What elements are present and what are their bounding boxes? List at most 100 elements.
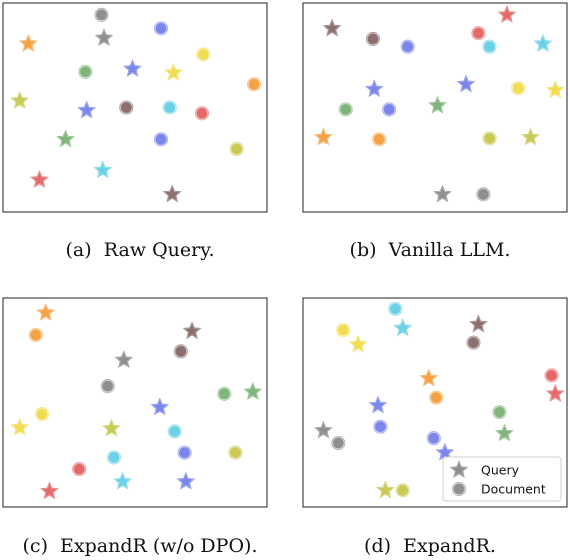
document-dot-20: [477, 188, 490, 201]
document-dot-7: [218, 387, 231, 400]
query-star-15-outline: [313, 127, 333, 146]
document-dot-6: [467, 336, 480, 349]
query-star-5-outline: [468, 314, 488, 333]
legend-document-icon: [453, 483, 465, 495]
query-star-15-outline: [313, 420, 333, 439]
query-star-9-outline: [364, 79, 384, 98]
query-star-1: [38, 305, 53, 319]
query-star-19: [435, 187, 450, 201]
document-dot-16-ring: [331, 435, 346, 451]
document-dot-14-ring: [194, 106, 210, 121]
query-star-19: [378, 483, 393, 497]
query-star-12-outline: [102, 418, 121, 437]
document-dot-9-ring: [246, 77, 262, 92]
query-star-1-outline: [36, 302, 56, 321]
document-dot-13-ring: [338, 102, 353, 117]
document-dot-17-ring: [426, 431, 441, 446]
document-dot-5: [197, 48, 210, 61]
query-star-14-outline: [495, 423, 514, 442]
document-dot-13-ring: [167, 424, 182, 439]
document-dot-16: [108, 451, 120, 464]
document-dot-13: [168, 425, 181, 438]
document-dot-7-ring: [217, 386, 232, 401]
query-star-4-outline: [18, 33, 38, 52]
document-dot-1: [95, 8, 108, 21]
document-dot-15-ring: [228, 445, 243, 460]
query-star-8: [245, 384, 260, 398]
document-dot-10-ring: [34, 407, 50, 422]
document-dot-1: [389, 302, 402, 315]
query-star-18-outline: [93, 160, 113, 179]
document-dot-4-ring: [173, 344, 188, 359]
document-dot-9-ring: [544, 368, 559, 383]
query-star-4-outline: [348, 334, 368, 353]
query-star-2-outline: [94, 28, 114, 47]
document-dot-9: [248, 78, 260, 91]
query-star-12-outline: [428, 95, 447, 114]
document-dot-3-ring: [336, 323, 351, 338]
document-dot-16: [332, 437, 345, 449]
query-star-2: [97, 30, 111, 44]
document-dot-20-ring: [395, 483, 410, 498]
document-dot-1-ring: [94, 7, 109, 22]
document-dot-4: [401, 40, 414, 53]
document-dot-12-ring: [119, 100, 134, 115]
document-dot-12-ring: [492, 405, 507, 420]
document-dot-13: [374, 420, 387, 433]
scatter-panel-1: (a) Raw Query.: [2, 2, 268, 261]
query-star-4: [351, 337, 365, 351]
query-star-20-outline: [162, 184, 182, 203]
query-star-3-outline: [182, 321, 202, 340]
scatter-panel-2: (b) Vanilla LLM.: [302, 2, 568, 261]
query-star-12: [430, 98, 445, 112]
query-star-19: [32, 172, 47, 186]
document-dot-15: [229, 446, 242, 459]
query-star-20-outline: [40, 481, 59, 500]
query-star-11: [12, 420, 27, 434]
document-dot-3-ring: [365, 31, 381, 47]
document-dot-10: [36, 408, 48, 420]
document-dot-3: [155, 22, 167, 35]
document-dot-16-ring: [153, 132, 169, 147]
legend-query-label: Query: [481, 463, 520, 478]
query-star-11-outline: [10, 417, 30, 436]
query-star-5: [117, 352, 131, 366]
document-dot-6: [483, 40, 496, 53]
query-star-15: [58, 132, 73, 146]
query-star-18-outline: [521, 127, 540, 146]
query-star-7: [166, 65, 181, 79]
legend: Query Document: [442, 456, 562, 502]
document-dot-5: [472, 27, 485, 40]
query-star-20: [165, 187, 180, 201]
query-star-19-outline: [375, 480, 395, 499]
document-dot-20: [396, 484, 409, 497]
document-dot-4-ring: [400, 39, 415, 54]
query-star-5: [471, 317, 486, 331]
query-star-7-outline: [533, 33, 553, 52]
query-star-9: [152, 400, 167, 414]
query-star-19-outline: [433, 184, 452, 203]
query-star-18-outline: [435, 442, 455, 461]
document-dot-10: [512, 82, 524, 95]
query-star-19-outline: [30, 169, 49, 188]
document-dot-12: [493, 406, 506, 419]
document-dot-6-ring: [100, 379, 115, 394]
document-dot-2: [29, 329, 42, 341]
query-star-8-outline: [243, 381, 263, 400]
query-star-2: [395, 321, 410, 334]
document-dot-8-ring: [429, 390, 444, 405]
query-star-7: [536, 36, 550, 50]
query-star-18: [95, 163, 110, 177]
query-star-11-outline: [77, 100, 97, 119]
document-dot-8-ring: [78, 64, 93, 79]
document-dot-2-ring: [28, 327, 43, 343]
document-dot-8: [79, 65, 92, 78]
query-star-2-outline: [393, 318, 413, 337]
query-star-18-outline: [113, 471, 133, 490]
query-star-11: [79, 103, 94, 117]
document-dot-14-ring: [382, 102, 397, 117]
query-star-1: [500, 7, 514, 21]
document-dot-17: [427, 432, 440, 445]
query-star-7-outline: [164, 62, 183, 81]
query-star-10: [12, 93, 27, 107]
